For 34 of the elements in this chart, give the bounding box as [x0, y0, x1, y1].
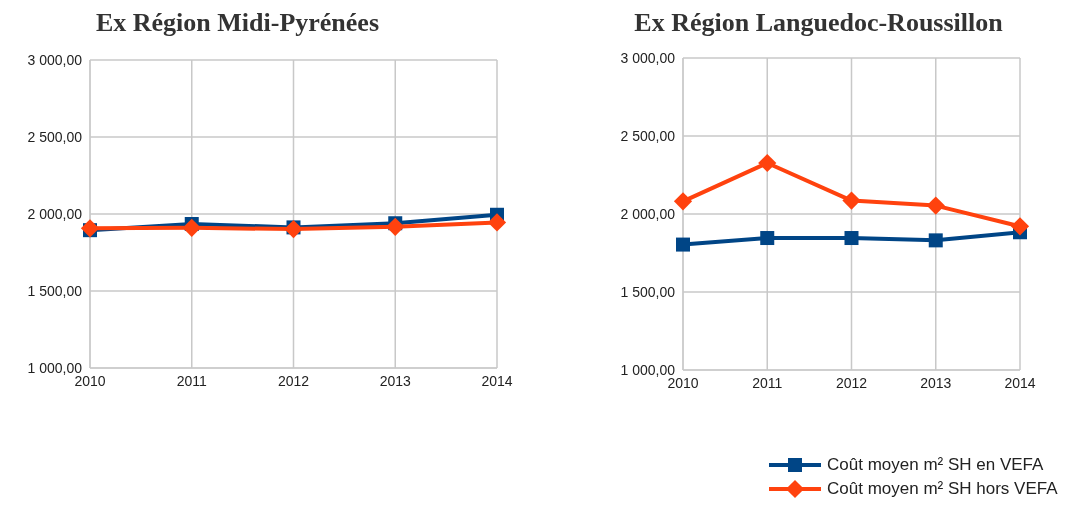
y-tick-label: 3 000,00	[620, 49, 676, 66]
point	[1010, 217, 1030, 236]
point	[487, 213, 507, 232]
chart-title: Ex Région Languedoc-Roussillon	[633, 8, 1004, 38]
y-tick-label: 2 500,00	[27, 128, 83, 145]
point	[80, 219, 100, 238]
x-tick-label: 2013	[920, 374, 952, 391]
y-tick-label: 2 500,00	[620, 127, 676, 144]
y-tick-label: 2 000,00	[620, 205, 676, 222]
x-tick-label: 2014	[481, 372, 513, 389]
point	[673, 192, 693, 211]
point	[844, 231, 859, 246]
point	[676, 237, 690, 252]
y-tick-label: 1 500,00	[27, 282, 83, 299]
x-tick-label: 2014	[1004, 374, 1036, 391]
point	[926, 196, 945, 215]
point	[386, 217, 405, 236]
point	[842, 191, 861, 210]
y-tick-label: 2 000,00	[27, 205, 83, 222]
x-tick-label: 2012	[277, 372, 310, 389]
legend-label: Coût moyen m² SH hors VEFA	[827, 479, 1059, 499]
x-tick-label: 2011	[176, 372, 208, 389]
x-tick-label: 2013	[379, 372, 412, 389]
chart-title: Ex Région Midi-Pyrénées	[94, 8, 381, 38]
point	[284, 219, 303, 239]
point	[760, 231, 775, 246]
y-tick-label: 3 000,00	[27, 51, 83, 68]
legend-label: Coût moyen m² SH en VEFA	[827, 455, 1045, 475]
point	[758, 153, 777, 173]
point	[928, 233, 943, 248]
y-tick-label: 1 500,00	[620, 283, 676, 300]
point	[182, 218, 201, 237]
x-tick-label: 2012	[835, 374, 868, 391]
x-tick-label: 2011	[752, 374, 783, 391]
